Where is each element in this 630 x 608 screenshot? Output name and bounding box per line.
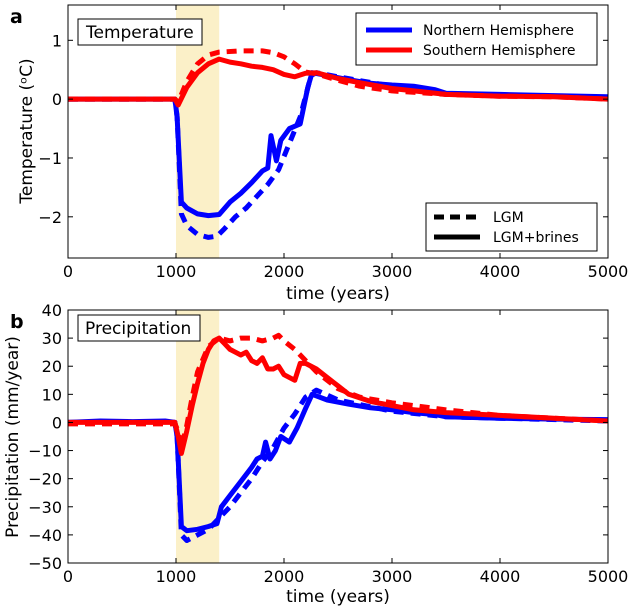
- legend-styles: LGM LGM+brines: [425, 202, 598, 252]
- panel-b-series-northern-lgm: [68, 387, 608, 543]
- panel-a-ticks: 0 1000 2000 3000 4000 5000 1 0 −1 −2: [38, 5, 628, 281]
- panel-a-xtick-label: 5000: [588, 262, 629, 281]
- legend-styles-box: [425, 202, 598, 252]
- panel-b-ytick-label: −40: [28, 526, 62, 545]
- panel-a-temperature: 0 1000 2000 3000 4000 5000 1 0 −1 −2 a Temperatur…: [10, 4, 628, 304]
- panel-a-axes-frame: [67, 4, 609, 259]
- panel-b-ytick-label: 0: [52, 413, 62, 432]
- panel-a-series-southern-lgm: [68, 48, 608, 105]
- legend-hemispheres-box: [355, 12, 598, 66]
- legend-lgm-label: LGM: [493, 210, 524, 226]
- panel-b-series-southern-lgm: [68, 332, 608, 451]
- panel-b-ytick-label: −30: [28, 498, 62, 517]
- legend-southern-label: Southern Hemisphere: [423, 43, 576, 59]
- panel-a-ytick-label: 0: [52, 90, 62, 109]
- panel-b-series-southern-lgm-brines: [68, 335, 608, 456]
- panel-a-series-group: [68, 48, 608, 240]
- panel-b-ytick-label: 40: [42, 301, 62, 320]
- panel-b-title-box: [77, 314, 201, 342]
- panel-b-title: Precipitation: [85, 319, 191, 339]
- panel-b-ytick-label: 20: [42, 357, 62, 376]
- panel-b-axes-frame: [67, 309, 609, 564]
- panel-a-title-box: [77, 18, 203, 46]
- panel-b-ytick-label: 10: [42, 385, 62, 404]
- panel-a-xtick-label: 1000: [156, 262, 197, 281]
- panel-a-ylabel: Temperature (ᵒC): [17, 58, 37, 204]
- legend-northern-label: Northern Hemisphere: [423, 23, 574, 39]
- legend-lgm-brines-label: LGM+brines: [493, 230, 579, 246]
- panel-a-xtick-label: 4000: [480, 262, 521, 281]
- panel-b-xtick-label: 2000: [264, 567, 305, 586]
- panel-a-title: Temperature: [85, 23, 194, 43]
- panel-b-ytick-label: 30: [42, 329, 62, 348]
- panel-b-xlabel: time (years): [286, 587, 390, 607]
- panel-a-xtick-label: 0: [63, 262, 73, 281]
- panel-b-xtick-label: 5000: [588, 567, 629, 586]
- panel-b-ylabel: Precipitation (mm/year): [3, 336, 23, 538]
- panel-a-xtick-label: 3000: [372, 262, 413, 281]
- panel-a-ytick-label: 1: [52, 31, 62, 50]
- panel-b-letter: b: [10, 311, 24, 333]
- panel-b-xtick-label: 0: [63, 567, 73, 586]
- panel-b-ytick-label: −50: [28, 554, 62, 573]
- panel-a-xtick-label: 2000: [264, 262, 305, 281]
- panel-b-series-group: [68, 332, 608, 543]
- panel-b-xtick-label: 4000: [480, 567, 521, 586]
- panel-b-precipitation: 0 1000 2000 3000 4000 5000 40 30 20 10 0 −10 −20 −30 −…: [3, 301, 628, 607]
- panel-b-ticks: 0 1000 2000 3000 4000 5000 40 30 20 10 0 −10 −20 −30 −…: [28, 301, 628, 586]
- panel-b-xtick-label: 1000: [156, 567, 197, 586]
- panel-b-xtick-label: 3000: [372, 567, 413, 586]
- panel-b-ytick-label: −20: [28, 470, 62, 489]
- panel-a-xlabel: time (years): [286, 284, 390, 304]
- legend-hemispheres: Northern Hemisphere Southern Hemisphere: [355, 12, 598, 66]
- panel-b-ytick-label: −10: [28, 442, 62, 461]
- panel-a-letter: a: [10, 6, 23, 28]
- panel-a-ytick-label: −2: [38, 208, 62, 227]
- panel-a-ytick-label: −1: [38, 149, 62, 168]
